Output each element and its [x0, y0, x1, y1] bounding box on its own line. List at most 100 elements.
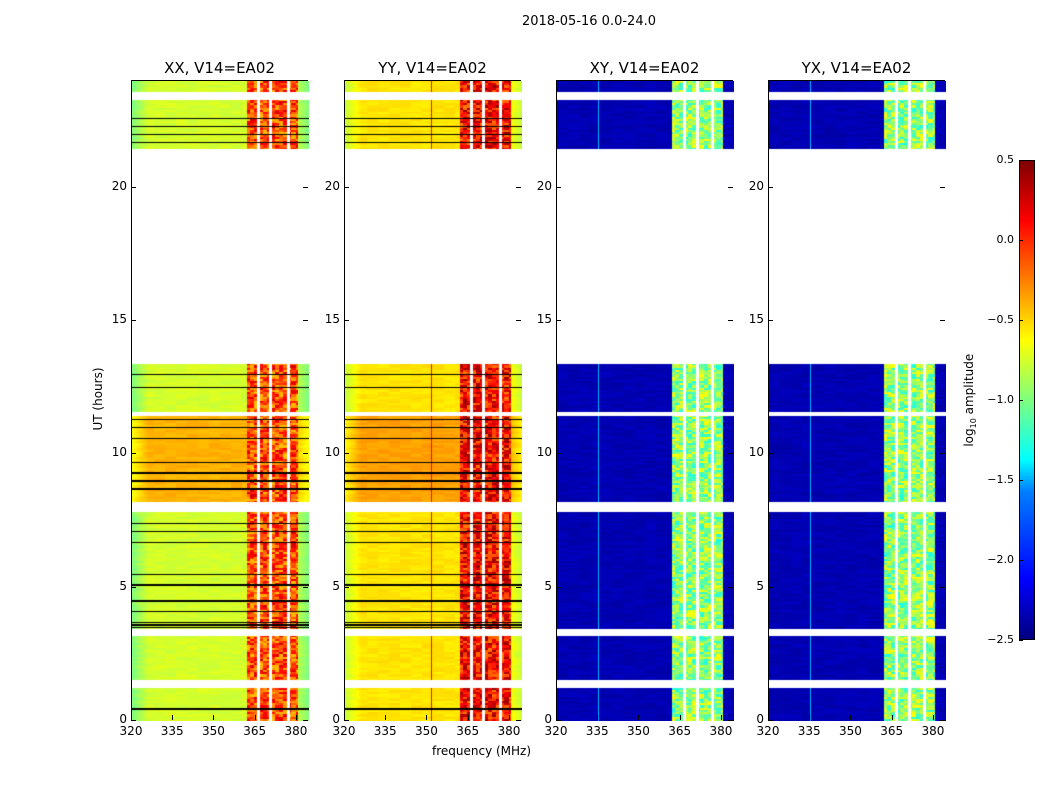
x-tick — [720, 715, 722, 720]
y-tick — [768, 453, 773, 455]
y-tick-label: 5 — [332, 578, 340, 593]
colorbar-tick — [1019, 400, 1023, 401]
panel-title: YY, V14=EA02 — [378, 59, 487, 77]
y-tick-label: 0 — [756, 712, 764, 726]
y-tick — [556, 453, 561, 455]
y-tick — [728, 186, 733, 188]
colorbar-tick-label: −1.5 — [987, 473, 1014, 486]
y-tick — [940, 720, 945, 721]
panel-title: YX, V14=EA02 — [801, 59, 912, 77]
colorbar-tick — [1019, 640, 1023, 641]
y-tick — [131, 453, 136, 455]
x-tick-label: 380 — [284, 724, 308, 738]
x-tick-label: 350 — [839, 724, 862, 738]
y-axis-label: UT (hours) — [91, 367, 105, 431]
y-tick — [516, 186, 521, 188]
x-axis-label: frequency (MHz) — [432, 744, 532, 758]
y-tick-label: 15 — [748, 312, 764, 326]
x-tick-label: 380 — [709, 724, 733, 738]
panel-title: XY, V14=EA02 — [589, 59, 700, 77]
y-tick — [303, 186, 308, 188]
y-tick-label: 15 — [111, 312, 127, 326]
x-tick — [254, 715, 256, 720]
colorbar-tick-label: 0.0 — [996, 233, 1015, 246]
x-tick — [638, 715, 640, 720]
x-tick-label: 320 — [544, 724, 568, 738]
y-tick — [728, 453, 733, 455]
x-tick — [556, 715, 557, 720]
y-tick — [516, 720, 521, 721]
x-tick-label: 320 — [119, 724, 143, 738]
x-tick-label: 365 — [243, 724, 267, 738]
heatmap-cells — [132, 81, 309, 721]
x-tick-label: 350 — [202, 724, 225, 738]
y-tick-label: 0 — [332, 712, 340, 726]
y-tick — [768, 720, 773, 721]
x-tick-label: 335 — [585, 724, 609, 738]
y-tick — [768, 320, 773, 321]
colorbar-tick — [1019, 160, 1023, 161]
colorbar-tick — [1019, 240, 1023, 241]
colorbar-tick — [1019, 480, 1023, 481]
heatmap-cells — [345, 81, 522, 721]
x-tick-label: 365 — [456, 724, 480, 738]
y-tick-label: 15 — [536, 312, 552, 326]
y-tick — [516, 320, 521, 321]
y-tick-label: 10 — [536, 445, 552, 460]
y-tick-label: 5 — [756, 578, 764, 593]
y-tick — [344, 586, 349, 588]
y-tick-label: 0 — [544, 712, 552, 726]
x-tick — [768, 715, 769, 720]
y-tick — [516, 586, 521, 588]
x-tick-label: 335 — [373, 724, 397, 738]
y-tick — [940, 320, 945, 321]
y-tick-label: 20 — [111, 178, 127, 193]
heatmap-panel — [131, 80, 309, 721]
x-tick — [467, 715, 469, 720]
x-tick-label: 320 — [756, 724, 780, 738]
colorbar-tick-label: −0.5 — [987, 313, 1014, 326]
y-tick-label: 10 — [324, 445, 340, 460]
y-tick-label: 20 — [536, 178, 552, 193]
x-tick-label: 365 — [880, 724, 904, 738]
x-tick-label: 365 — [668, 724, 692, 738]
colorbar-label: log10 amplitude — [961, 353, 979, 447]
x-tick — [344, 715, 345, 720]
x-tick — [426, 715, 428, 720]
y-tick — [768, 586, 773, 588]
heatmap-panel — [768, 80, 946, 721]
y-tick-label: 5 — [544, 578, 552, 593]
x-tick-label: 320 — [332, 724, 356, 738]
y-tick — [303, 453, 308, 455]
y-tick — [516, 453, 521, 455]
y-tick — [131, 586, 136, 588]
heatmap-panel — [344, 80, 522, 721]
x-tick-label: 350 — [627, 724, 650, 738]
figure-title: 2018-05-16 0.0-24.0 — [522, 14, 656, 29]
x-tick-label: 335 — [797, 724, 821, 738]
y-tick-label: 0 — [119, 712, 127, 726]
y-tick — [131, 720, 136, 721]
colorbar-tick — [1019, 320, 1023, 321]
y-tick — [303, 586, 308, 588]
colorbar-tick-label: −1.0 — [987, 393, 1014, 406]
x-tick-label: 350 — [415, 724, 438, 738]
y-tick — [940, 586, 945, 588]
y-tick-label: 15 — [324, 312, 340, 326]
colorbar-tick-label: 0.5 — [996, 153, 1015, 166]
y-tick — [303, 320, 308, 321]
y-tick — [344, 320, 349, 321]
x-tick-label: 335 — [160, 724, 184, 738]
y-tick — [556, 320, 561, 321]
y-tick-label: 5 — [119, 578, 127, 593]
x-tick — [932, 715, 934, 720]
y-tick — [131, 186, 136, 188]
x-tick — [172, 715, 174, 720]
x-tick — [891, 715, 893, 720]
y-tick — [728, 586, 733, 588]
y-tick — [556, 186, 561, 188]
y-tick-label: 20 — [324, 178, 340, 193]
x-tick — [597, 715, 599, 720]
x-tick — [385, 715, 387, 720]
